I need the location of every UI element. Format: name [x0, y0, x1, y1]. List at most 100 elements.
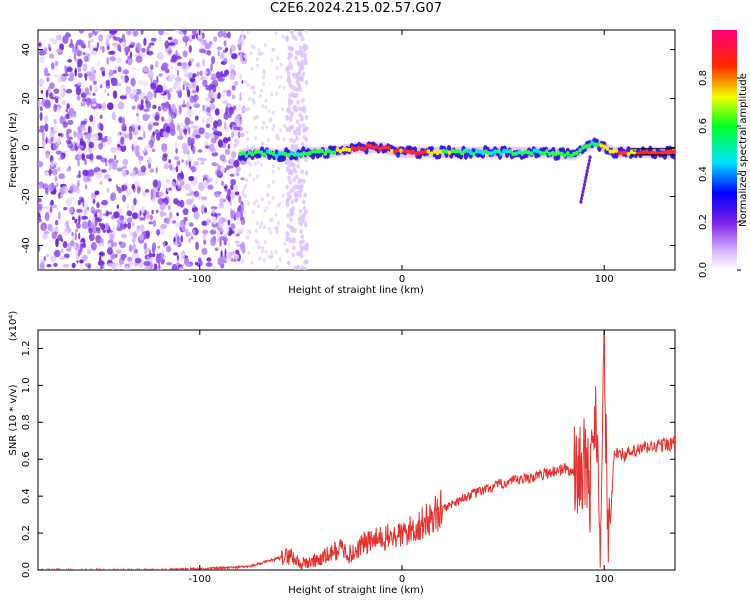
- signal-core: [535, 148, 540, 154]
- noise-blob: [48, 168, 52, 177]
- noise-blob-faint: [260, 197, 264, 202]
- signal-core: [441, 148, 446, 154]
- noise-blob: [128, 44, 134, 49]
- signal-core: [350, 146, 355, 151]
- signal-core: [484, 149, 488, 154]
- noise-stripe-blob: [285, 114, 289, 120]
- noise-stripe-blob: [286, 213, 291, 218]
- noise-blob-faint: [252, 85, 256, 90]
- noise-blob: [56, 137, 61, 145]
- noise-stripe-blob: [286, 77, 291, 83]
- noise-blob: [151, 247, 156, 254]
- noise-blob: [89, 47, 93, 52]
- noise-blob: [230, 184, 234, 191]
- noise-blob: [175, 49, 178, 57]
- noise-blob: [149, 214, 153, 221]
- signal-core: [453, 149, 458, 154]
- noise-blob: [73, 52, 77, 61]
- noise-blob: [186, 198, 193, 206]
- noise-blob: [112, 90, 118, 99]
- noise-blob: [168, 88, 173, 93]
- noise-stripe-blob: [288, 180, 293, 185]
- noise-blob: [101, 102, 106, 111]
- noise-blob: [45, 136, 48, 144]
- noise-blob: [79, 138, 84, 146]
- noise-stripe-blob: [301, 178, 306, 184]
- noise-blob-faint: [259, 225, 262, 229]
- noise-blob: [99, 238, 104, 244]
- noise-blob: [241, 80, 244, 84]
- noise-blob-faint: [256, 174, 260, 179]
- noise-blob: [193, 161, 199, 166]
- noise-blob: [220, 165, 226, 173]
- signal-core: [602, 144, 606, 149]
- noise-blob: [62, 241, 68, 249]
- noise-blob: [137, 136, 144, 140]
- noise-blob-faint: [245, 107, 249, 112]
- noise-blob: [223, 111, 230, 120]
- noise-blob: [41, 131, 46, 138]
- signal-core: [317, 149, 321, 154]
- noise-blob-faint: [263, 208, 267, 213]
- noise-blob: [206, 218, 210, 226]
- signal-core: [462, 148, 467, 154]
- noise-blob: [229, 48, 233, 55]
- signal-core: [499, 151, 503, 156]
- noise-blob: [177, 135, 184, 140]
- noise-blob: [49, 53, 55, 59]
- noise-blob: [186, 89, 191, 98]
- noise-blob: [205, 262, 213, 267]
- noise-blob-faint: [252, 90, 256, 95]
- noise-blob: [84, 133, 92, 140]
- noise-blob: [161, 116, 165, 122]
- noise-blob: [200, 161, 205, 165]
- noise-blob: [180, 235, 184, 243]
- noise-blob-faint: [270, 58, 274, 63]
- noise-stripe-blob: [298, 123, 302, 129]
- signal-core: [529, 151, 534, 156]
- noise-blob: [148, 253, 154, 258]
- noise-blob: [77, 82, 82, 86]
- noise-blob: [67, 59, 72, 63]
- noise-stripe-blob: [285, 231, 290, 237]
- noise-blob: [62, 121, 69, 127]
- noise-blob-faint: [260, 51, 264, 56]
- noise-blob: [117, 66, 122, 73]
- noise-blob: [71, 216, 75, 220]
- top-y-ticks: -40 -20 0 20 40: [21, 43, 675, 254]
- noise-blob: [189, 77, 196, 83]
- noise-blob: [176, 124, 181, 132]
- signal-core: [296, 152, 300, 157]
- noise-blob: [178, 266, 184, 270]
- noise-blob: [193, 190, 200, 198]
- noise-blob: [216, 212, 222, 217]
- noise-blob: [206, 107, 211, 113]
- noise-blob: [52, 168, 58, 176]
- noise-blob: [170, 65, 174, 70]
- noise-blob: [79, 30, 84, 34]
- noise-blob: [91, 192, 95, 200]
- noise-blob: [67, 136, 73, 140]
- noise-blob: [88, 125, 93, 134]
- noise-blob-faint: [283, 123, 287, 128]
- noise-blob: [39, 106, 43, 112]
- noise-blob: [81, 243, 86, 248]
- noise-blob: [139, 217, 145, 221]
- noise-blob: [171, 169, 175, 173]
- signal-core: [271, 151, 276, 157]
- noise-blob: [165, 125, 171, 134]
- noise-blob: [89, 39, 94, 43]
- noise-blob-faint: [252, 100, 256, 105]
- noise-blob: [126, 210, 133, 217]
- noise-stripe-blob: [304, 80, 309, 85]
- noise-blob: [91, 103, 97, 107]
- noise-blob: [43, 206, 49, 210]
- noise-blob-faint: [255, 221, 259, 226]
- noise-blob: [227, 219, 231, 226]
- noise-blob: [125, 86, 132, 94]
- noise-blob: [74, 228, 79, 233]
- spectrogram-panel: -100 0 100 -40 -20 0 20 40 Height of straight …: [8, 29, 676, 296]
- noise-blob: [145, 151, 148, 156]
- noise-blob: [98, 255, 102, 264]
- signal-core: [547, 151, 552, 157]
